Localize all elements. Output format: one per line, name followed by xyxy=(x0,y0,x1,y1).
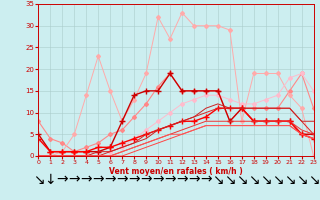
X-axis label: Vent moyen/en rafales ( km/h ): Vent moyen/en rafales ( km/h ) xyxy=(109,167,243,176)
